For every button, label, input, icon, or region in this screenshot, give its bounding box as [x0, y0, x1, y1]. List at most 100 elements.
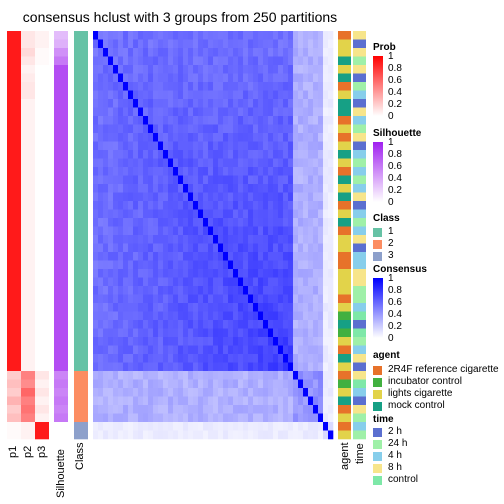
consensus-cell — [168, 396, 174, 406]
consensus-cell — [153, 294, 159, 304]
consensus-cell — [318, 65, 324, 74]
consensus-cell — [173, 294, 179, 304]
consensus-cell — [153, 218, 159, 227]
consensus-cell — [303, 124, 309, 134]
consensus-cell — [208, 184, 214, 193]
consensus-cell — [278, 235, 284, 244]
consensus-cell — [268, 294, 274, 304]
consensus-cell — [318, 328, 324, 338]
consensus-cell — [113, 422, 119, 431]
consensus-cell — [223, 82, 229, 91]
consensus-cell — [108, 286, 114, 295]
agent-cell — [338, 209, 351, 219]
consensus-cell — [108, 209, 114, 219]
consensus-cell — [278, 209, 284, 219]
time-cell — [353, 39, 366, 49]
consensus-cell — [113, 311, 119, 321]
p2-cell — [21, 303, 35, 312]
consensus-cell — [238, 201, 244, 210]
consensus-cell — [238, 73, 244, 83]
consensus-cell — [93, 422, 99, 431]
consensus-cell — [208, 430, 214, 440]
time-cell — [353, 388, 366, 397]
consensus-cell — [138, 413, 144, 423]
consensus-cell — [113, 133, 119, 142]
consensus-cell — [133, 133, 139, 142]
consensus-cell — [228, 303, 234, 312]
consensus-cell — [308, 99, 314, 108]
class-cell — [74, 82, 88, 91]
legend-prob-tick: 0.4 — [388, 87, 402, 98]
time-cell — [353, 303, 366, 312]
consensus-cell — [168, 362, 174, 372]
consensus-cell — [228, 311, 234, 321]
time-cell — [353, 277, 366, 287]
consensus-cell — [298, 396, 304, 406]
consensus-cell — [143, 320, 149, 329]
consensus-cell — [148, 218, 154, 227]
consensus-cell — [298, 286, 304, 295]
consensus-cell — [273, 56, 279, 66]
agent-cell — [338, 65, 351, 74]
consensus-cell — [213, 124, 219, 134]
consensus-cell — [173, 116, 179, 125]
consensus-cell — [203, 371, 209, 380]
consensus-cell — [318, 371, 324, 380]
consensus-cell — [193, 422, 199, 431]
consensus-cell — [258, 158, 264, 168]
time-cell — [353, 48, 366, 57]
time-cell — [353, 226, 366, 236]
consensus-cell — [268, 371, 274, 380]
silhouette-cell — [54, 405, 68, 414]
consensus-cell — [213, 277, 219, 287]
consensus-cell — [328, 371, 334, 380]
consensus-cell — [233, 252, 239, 261]
consensus-cell — [148, 184, 154, 193]
consensus-cell — [253, 337, 259, 346]
consensus-cell — [143, 405, 149, 414]
consensus-cell — [168, 328, 174, 338]
consensus-cell — [168, 201, 174, 210]
consensus-cell — [108, 150, 114, 159]
consensus-cell — [143, 107, 149, 117]
p2-cell — [21, 167, 35, 176]
consensus-cell — [248, 226, 254, 236]
consensus-cell — [283, 82, 289, 91]
consensus-cell — [318, 354, 324, 363]
consensus-cell — [158, 82, 164, 91]
p3-cell — [35, 328, 49, 338]
consensus-cell — [318, 56, 324, 66]
consensus-cell — [148, 379, 154, 389]
p1-cell — [7, 107, 21, 117]
consensus-cell — [288, 379, 294, 389]
consensus-cell — [218, 133, 224, 142]
consensus-cell — [323, 82, 329, 91]
consensus-cell — [238, 413, 244, 423]
consensus-cell — [203, 303, 209, 312]
consensus-cell — [193, 354, 199, 363]
consensus-cell — [138, 354, 144, 363]
consensus-cell — [158, 345, 164, 355]
silhouette-cell — [54, 158, 68, 168]
consensus-cell — [173, 405, 179, 414]
consensus-cell — [168, 243, 174, 253]
agent-cell — [338, 345, 351, 355]
consensus-cell — [303, 158, 309, 168]
consensus-cell — [263, 328, 269, 338]
p2-cell — [21, 65, 35, 74]
consensus-cell — [98, 39, 104, 49]
consensus-cell — [98, 422, 104, 431]
consensus-cell — [208, 396, 214, 406]
consensus-cell — [113, 320, 119, 329]
legend-time-swatch — [373, 440, 382, 449]
p1-cell — [7, 328, 21, 338]
consensus-cell — [223, 362, 229, 372]
consensus-cell — [178, 31, 184, 40]
consensus-cell — [288, 311, 294, 321]
consensus-cell — [128, 422, 134, 431]
consensus-cell — [243, 320, 249, 329]
consensus-cell — [253, 388, 259, 397]
consensus-cell — [283, 116, 289, 125]
consensus-cell — [168, 90, 174, 100]
consensus-cell — [123, 56, 129, 66]
